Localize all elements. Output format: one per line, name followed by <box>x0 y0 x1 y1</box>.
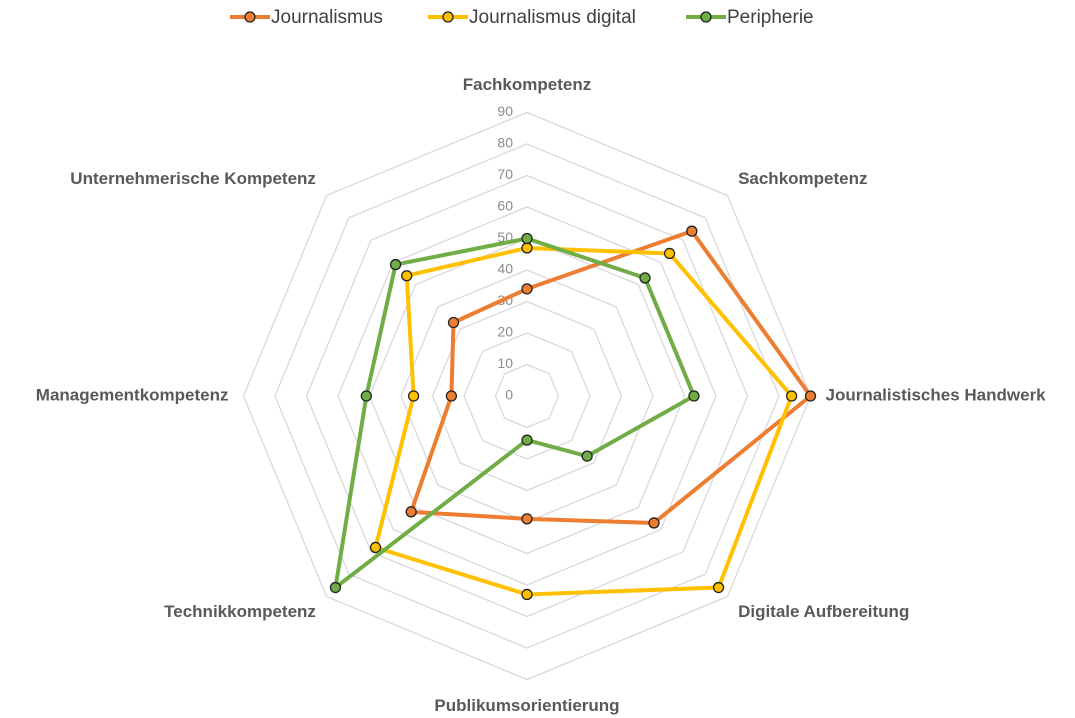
category-label: Fachkompetenz <box>463 75 591 94</box>
legend-marker <box>700 11 712 23</box>
data-point <box>648 517 660 529</box>
series-line <box>409 229 813 525</box>
tick-label: 20 <box>497 324 513 340</box>
series-line <box>373 245 794 597</box>
category-label: Journalistisches Handwerk <box>826 385 1047 404</box>
data-point <box>712 581 725 594</box>
grid-ring <box>368 237 686 555</box>
data-point <box>407 390 420 402</box>
category-label: Managementkompetenz <box>36 385 229 404</box>
legend-label: Journalismus digital <box>469 7 636 28</box>
data-point <box>804 390 817 402</box>
legend-label: Journalismus <box>271 7 383 28</box>
legend-marker <box>442 11 454 23</box>
data-point <box>329 581 342 594</box>
grid-ring <box>400 269 654 523</box>
data-point <box>521 434 533 446</box>
grid-ring <box>274 143 780 649</box>
category-label: Sachkompetenz <box>738 169 867 188</box>
category-label: Digitale Aufbereitung <box>738 602 909 621</box>
series-line <box>333 236 696 590</box>
category-label: Technikkompetenz <box>164 602 316 621</box>
data-point <box>405 506 417 518</box>
data-point <box>521 242 533 254</box>
legend-marker <box>244 11 256 23</box>
data-point <box>447 316 460 329</box>
tick-label: 10 <box>497 355 513 371</box>
data-point <box>521 283 533 295</box>
data-point <box>639 272 651 284</box>
tick-label: 40 <box>497 261 513 277</box>
tick-label: 60 <box>497 198 513 214</box>
data-point <box>360 390 373 402</box>
grid-ring <box>337 206 717 586</box>
grid-ring <box>463 332 591 460</box>
grid-ring <box>494 363 560 429</box>
data-point <box>785 390 798 402</box>
category-label: Unternehmerische Kompetenz <box>70 169 316 188</box>
data-point <box>688 390 700 402</box>
data-point <box>521 513 533 525</box>
grid-ring <box>431 300 623 492</box>
data-point <box>686 225 698 237</box>
tick-label: 70 <box>497 166 513 182</box>
data-point <box>389 258 402 271</box>
tick-label: 0 <box>505 387 513 403</box>
data-point <box>521 232 533 245</box>
legend-label: Peripherie <box>727 7 814 28</box>
data-point <box>663 247 676 260</box>
data-point <box>369 541 382 554</box>
tick-label: 90 <box>497 103 513 119</box>
tick-label: 80 <box>497 135 513 151</box>
data-point <box>581 450 593 462</box>
data-point <box>401 270 413 282</box>
category-label: Publikumsorientierung <box>434 696 619 715</box>
data-point <box>521 588 533 601</box>
grid-ring <box>242 111 812 681</box>
data-point <box>445 390 458 402</box>
